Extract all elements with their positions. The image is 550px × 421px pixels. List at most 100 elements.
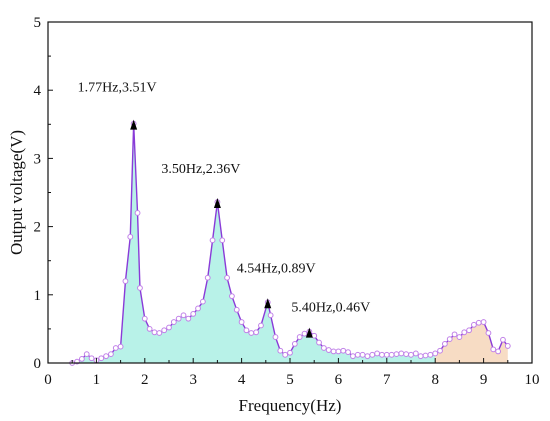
data-point — [170, 319, 177, 325]
data-point — [398, 350, 405, 357]
data-point — [134, 210, 141, 216]
data-point — [122, 278, 129, 285]
data-point — [388, 351, 395, 358]
peak-label: 1.77Hz,3.51V — [78, 81, 157, 96]
x-tick-label: 4 — [238, 372, 246, 388]
x-tick-label: 5 — [286, 372, 294, 388]
area-fill-tail — [435, 322, 508, 363]
x-tick-label: 8 — [431, 372, 439, 388]
data-point — [277, 347, 284, 354]
data-point — [287, 349, 293, 356]
data-point — [369, 351, 376, 358]
data-point — [98, 355, 105, 362]
y-axis-label: Output voltage(V) — [7, 130, 26, 255]
y-tick-label: 4 — [34, 83, 42, 99]
data-point — [185, 315, 192, 322]
x-tick-label: 10 — [525, 372, 540, 388]
peak-arrow — [264, 298, 272, 309]
area-fills — [72, 123, 508, 363]
data-point — [282, 351, 289, 358]
y-tick-label: 3 — [34, 151, 42, 167]
data-point — [350, 353, 356, 360]
data-point — [461, 329, 468, 336]
data-point — [495, 348, 502, 355]
peak-label: 5.40Hz,0.46V — [291, 301, 370, 316]
data-point — [485, 330, 492, 336]
peak-label: 4.54Hz,0.89V — [237, 261, 316, 276]
data-point — [441, 341, 448, 347]
x-tick-label: 6 — [335, 372, 343, 388]
data-point — [417, 353, 424, 360]
data-point — [141, 315, 148, 322]
data-point — [166, 324, 172, 331]
peak-annotations: 1.77Hz,3.51V 3.50Hz,2.36V 4.54Hz,0.89V 5.40… — [78, 81, 370, 338]
data-point — [195, 305, 201, 312]
data-point — [364, 353, 371, 360]
y-tick-label: 1 — [34, 288, 42, 304]
data-point — [490, 346, 497, 353]
data-point — [340, 347, 347, 354]
x-tick-label: 0 — [44, 372, 52, 388]
peak-label: 3.50Hz,2.36V — [161, 162, 240, 177]
peak-arrow — [305, 327, 313, 338]
data-point — [427, 351, 434, 358]
data-point — [209, 237, 216, 244]
data-point — [412, 350, 419, 357]
data-point — [475, 319, 482, 326]
data-point — [233, 306, 240, 313]
data-point — [456, 334, 463, 340]
data-point — [151, 329, 158, 336]
data-point — [301, 330, 308, 337]
data-point — [480, 319, 487, 325]
x-axis-label: Frequency(Hz) — [239, 396, 342, 415]
x-tick-label: 3 — [189, 372, 197, 388]
y-tick-label: 0 — [34, 356, 42, 372]
area-fill-main — [72, 123, 436, 363]
data-point — [238, 319, 245, 325]
data-point — [248, 330, 255, 336]
data-point — [83, 351, 90, 358]
series-markers — [69, 120, 511, 366]
data-point — [296, 334, 303, 340]
data-point — [258, 322, 264, 329]
data-point — [224, 274, 230, 281]
data-point — [422, 352, 429, 359]
data-point — [374, 350, 381, 357]
data-point — [272, 334, 279, 340]
data-point — [112, 345, 119, 351]
plot-frame — [47, 21, 533, 364]
data-point — [108, 351, 114, 358]
data-point — [253, 329, 260, 336]
data-point — [379, 351, 385, 358]
data-point — [190, 310, 197, 317]
data-point — [204, 274, 211, 281]
data-point — [403, 351, 410, 358]
data-point — [393, 351, 400, 358]
data-point — [316, 339, 322, 346]
data-point — [78, 356, 85, 362]
x-tick-label: 7 — [383, 372, 391, 388]
data-point — [466, 327, 472, 334]
data-point — [432, 350, 439, 357]
data-point — [408, 351, 414, 358]
data-point — [88, 355, 95, 362]
data-point — [345, 349, 351, 355]
data-point — [446, 336, 453, 343]
data-point — [137, 285, 143, 291]
x-tick-label: 1 — [93, 372, 101, 388]
x-tick-label: 9 — [480, 372, 488, 388]
data-point — [175, 315, 182, 322]
data-point — [199, 298, 206, 305]
data-point — [325, 347, 332, 353]
data-point — [451, 331, 458, 338]
data-point — [504, 343, 511, 349]
peak-arrow — [213, 198, 221, 209]
data-point — [267, 312, 274, 319]
data-point — [243, 327, 250, 334]
data-point — [103, 353, 109, 360]
data-point — [437, 347, 443, 354]
data-point — [161, 327, 168, 334]
data-point — [146, 326, 153, 332]
data-point — [117, 343, 124, 350]
